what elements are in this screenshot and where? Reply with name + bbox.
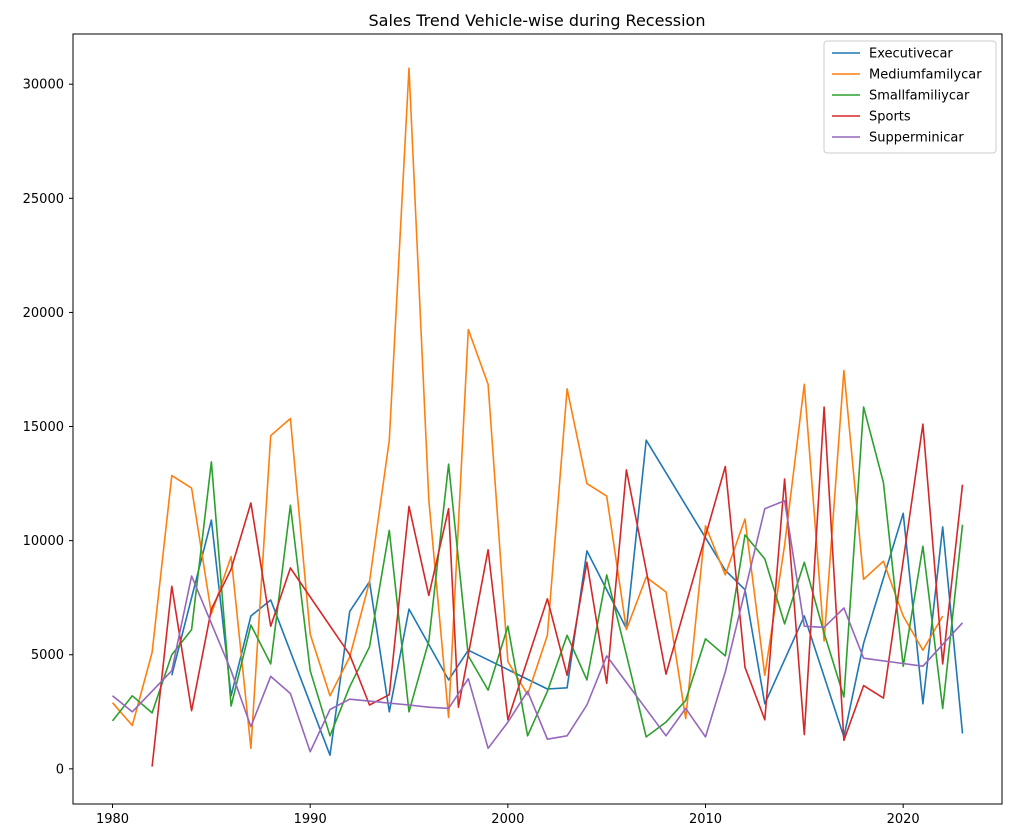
y-tick-label: 20000 xyxy=(23,306,64,321)
y-axis: 0 5000 10000 15000 20000 25000 30000 xyxy=(23,78,73,777)
legend-label: Mediumfamilycar xyxy=(869,68,982,83)
chart-title: Sales Trend Vehicle-wise during Recessio… xyxy=(369,11,706,30)
y-tick-label: 10000 xyxy=(23,534,64,549)
y-tick-label: 25000 xyxy=(23,192,64,207)
x-tick-label: 2010 xyxy=(689,812,722,827)
legend-label: Sports xyxy=(869,110,911,125)
legend-label: Smallfamiliycar xyxy=(869,89,970,104)
x-tick-label: 2020 xyxy=(887,812,920,827)
y-tick-label: 15000 xyxy=(23,420,64,435)
y-tick-label: 30000 xyxy=(23,78,64,93)
series-line-supperminicar xyxy=(111,499,964,753)
series-line-executivecar xyxy=(171,439,964,756)
x-tick-label: 1990 xyxy=(294,812,327,827)
x-tick-label: 1980 xyxy=(96,812,129,827)
series-layer xyxy=(111,67,964,767)
series-line-mediumfamilycar xyxy=(111,67,944,750)
y-tick-label: 5000 xyxy=(31,648,64,663)
x-axis: 1980 1990 2000 2010 2020 xyxy=(96,804,920,827)
legend: Executivecar Mediumfamilycar Smallfamiliyc… xyxy=(823,40,997,154)
plot-frame xyxy=(72,33,1003,805)
series-line-sports xyxy=(151,406,964,767)
legend-label: Executivecar xyxy=(869,47,953,62)
legend-label: Supperminicar xyxy=(869,131,964,146)
x-tick-label: 2000 xyxy=(491,812,524,827)
legend-box xyxy=(823,40,997,154)
y-tick-label: 0 xyxy=(56,762,64,777)
